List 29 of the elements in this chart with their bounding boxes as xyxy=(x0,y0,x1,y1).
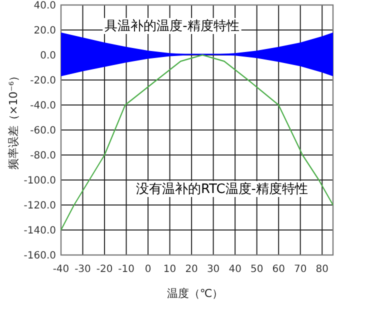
y-tick-label: -140.0 xyxy=(24,226,56,236)
annotation: 没有温补的RTC温度-精度特性 xyxy=(136,181,308,197)
x-tick-label: 30 xyxy=(206,264,220,275)
x-tick-label: 70 xyxy=(294,264,307,275)
x-tick-label: 60 xyxy=(272,264,285,275)
x-tick-label: -40 xyxy=(52,264,70,275)
x-tick-label: -10 xyxy=(118,264,134,275)
y-tick-label: -80.0 xyxy=(30,150,56,162)
annotation: 具温补的温度-精度特性 xyxy=(104,18,240,34)
line-series xyxy=(60,54,334,231)
x-tick-label: 80 xyxy=(316,264,328,275)
x-tick-label: -20 xyxy=(96,264,113,275)
x-tick-label: 40 xyxy=(228,264,242,275)
y-tick-label: 20.0 xyxy=(34,26,56,36)
y-tick-label: -120.0 xyxy=(24,200,56,212)
y-tick-label: -160.0 xyxy=(24,250,56,262)
y-tick-label: -60.0 xyxy=(30,126,56,136)
y-tick-label: 0.0 xyxy=(40,50,56,62)
x-tick-label: 50 xyxy=(250,264,264,275)
x-axis-title: 温度（℃） xyxy=(166,287,224,300)
x-tick-label: -30 xyxy=(74,264,91,275)
y-tick-label: -20.0 xyxy=(30,76,56,86)
y-tick-label: -40.0 xyxy=(30,100,56,112)
y-tick-label: 40.0 xyxy=(34,0,56,12)
x-tick-label: 20 xyxy=(185,264,198,275)
x-tick-label: 10 xyxy=(163,264,176,275)
y-tick-label: -100.0 xyxy=(24,176,56,186)
x-tick-label: 0 xyxy=(144,264,152,275)
y-axis-title: 频率误差（×10⁻⁶） xyxy=(7,70,20,170)
